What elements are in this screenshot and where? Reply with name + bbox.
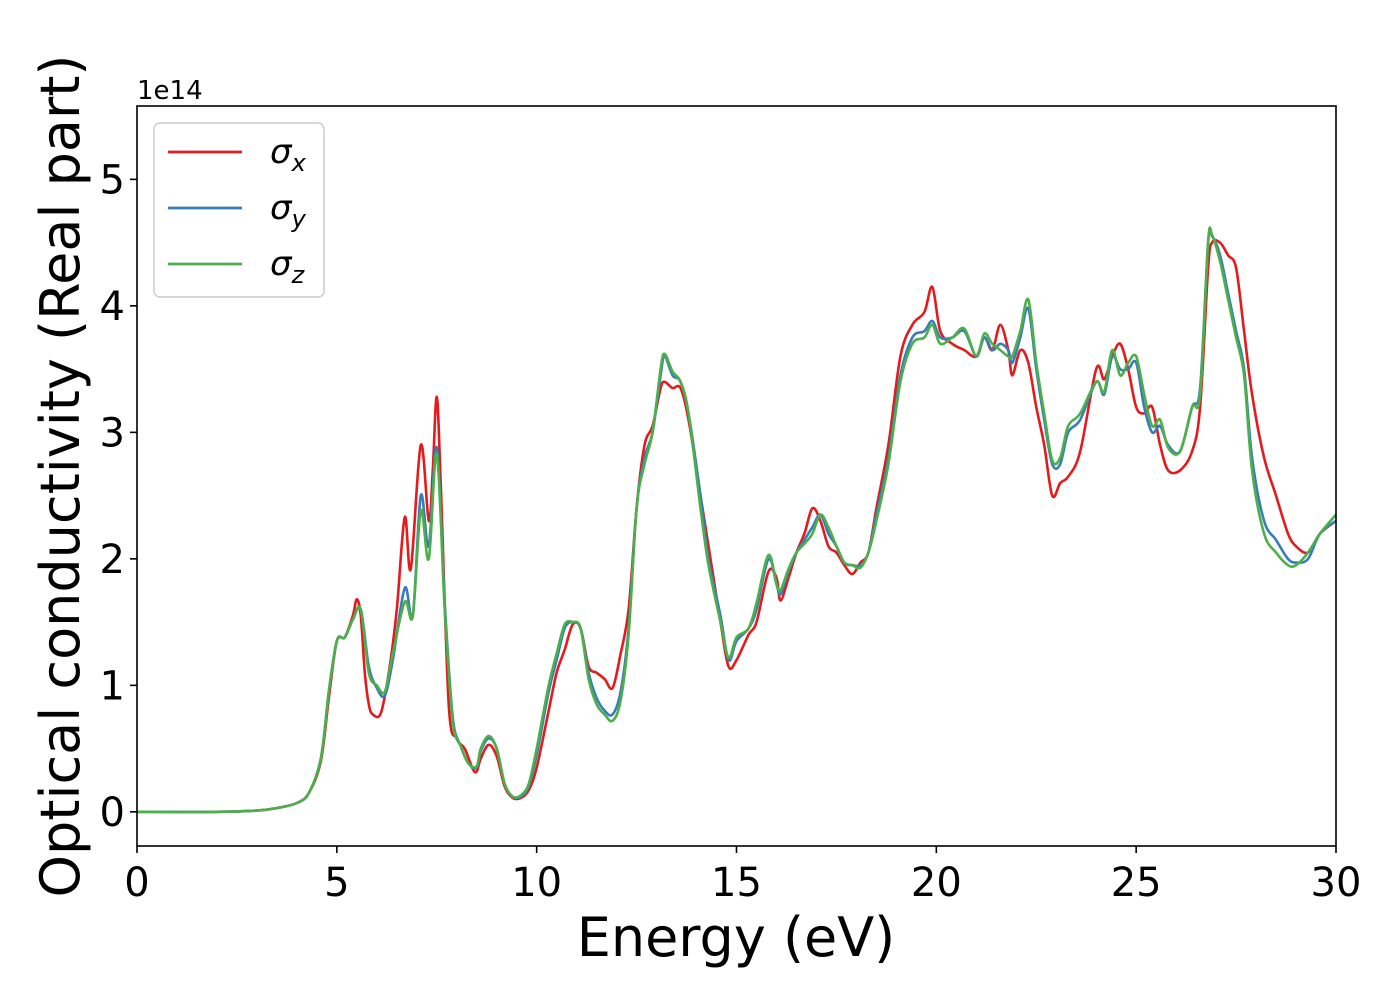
x-axis-label: Energy (eV) xyxy=(577,906,896,969)
x-tick-label: 15 xyxy=(711,860,762,906)
series-line-y xyxy=(137,227,1336,814)
series-layer xyxy=(137,226,1336,814)
series-line-x xyxy=(137,238,1336,814)
series-line-z xyxy=(137,226,1336,814)
legend-label-z: σz xyxy=(270,244,306,289)
y-offset-label: 1e14 xyxy=(137,76,203,106)
x-tick-label: 30 xyxy=(1311,860,1362,906)
x-axis-ticks: 0 5 10 15 20 25 30 xyxy=(124,846,1361,906)
x-tick-label: 10 xyxy=(511,860,562,906)
y-tick-label: 2 xyxy=(100,537,125,583)
y-axis-label: Optical conductivity (Real part) xyxy=(29,55,92,898)
legend: σx σy σz xyxy=(153,122,325,298)
legend-label-y: σy xyxy=(270,188,307,233)
y-axis-ticks: 0 1 2 3 4 5 xyxy=(100,157,137,836)
x-tick-label: 20 xyxy=(911,860,962,906)
y-tick-label: 3 xyxy=(100,410,125,456)
y-tick-label: 1 xyxy=(100,663,125,709)
y-tick-label: 5 xyxy=(100,157,125,203)
x-tick-label: 0 xyxy=(124,860,149,906)
legend-label-x: σx xyxy=(270,132,307,177)
x-tick-label: 25 xyxy=(1111,860,1162,906)
y-tick-label: 0 xyxy=(100,790,125,836)
legend-box xyxy=(153,122,325,298)
y-tick-label: 4 xyxy=(100,284,125,330)
x-tick-label: 5 xyxy=(324,860,349,906)
